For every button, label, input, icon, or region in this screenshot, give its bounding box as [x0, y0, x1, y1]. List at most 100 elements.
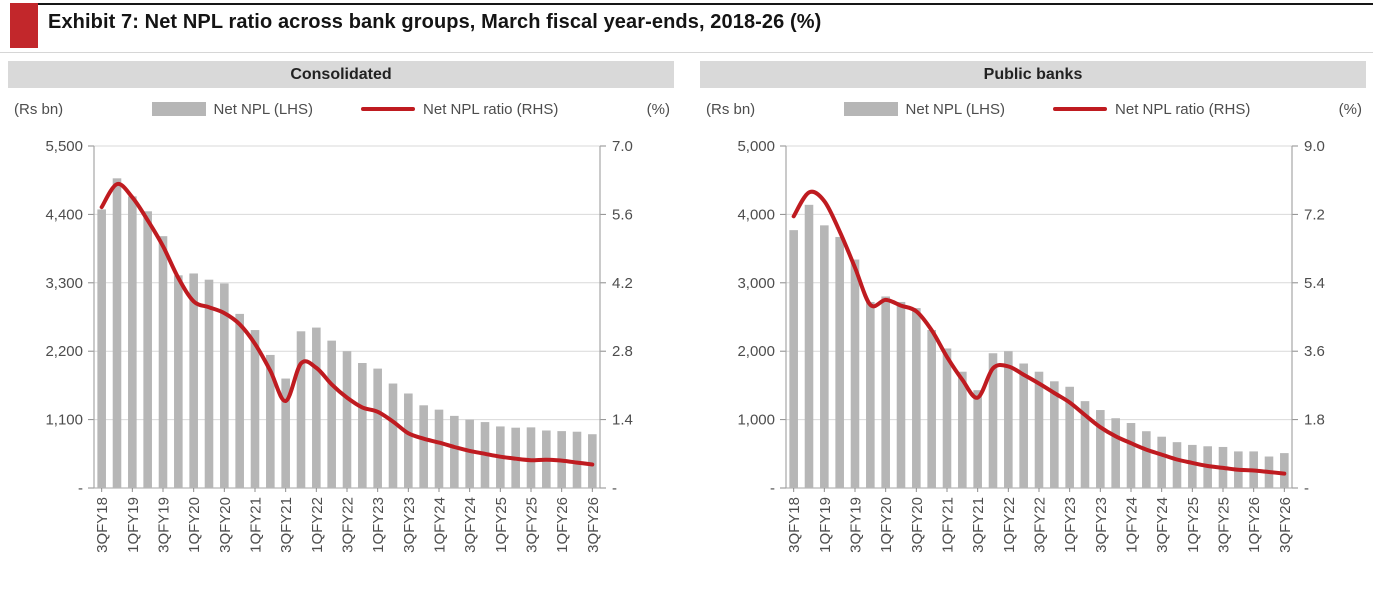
line-swatch-icon	[1053, 107, 1108, 111]
left-axis-tick-label: 2,200	[45, 343, 83, 360]
x-axis-tick-label: 3QFY20	[217, 497, 234, 553]
net-npl-bar	[434, 409, 444, 488]
net-npl-bar	[942, 348, 952, 488]
net-npl-bar	[1080, 401, 1090, 488]
x-axis-tick-label: 3QFY19	[848, 497, 865, 553]
chart-panels: Consolidated (Rs bn) Net NPL (LHS) Net N…	[0, 53, 1373, 578]
net-npl-ratio-line	[99, 181, 595, 467]
net-npl-bar	[97, 209, 106, 488]
net-npl-bar	[958, 371, 967, 488]
net-npl-bar	[1157, 436, 1166, 488]
x-axis-tick-label: 1QFY25	[493, 497, 510, 553]
net-npl-bar	[1280, 453, 1289, 488]
line-swatch-icon	[361, 107, 416, 111]
net-npl-bar	[342, 351, 352, 488]
net-npl-bar	[1142, 431, 1151, 488]
net-npl-bar	[789, 230, 798, 488]
right-axis-unit: (%)	[646, 100, 670, 118]
left-axis-tick-label: 3,000	[737, 275, 775, 292]
x-axis-tick-label: 1QFY22	[309, 497, 326, 553]
left-axis-unit: (Rs bn)	[14, 100, 64, 118]
x-axis-tick-label: 1QFY25	[1185, 497, 1202, 553]
panel-title: Public banks	[700, 61, 1366, 88]
x-axis-tick-label: 3QFY26	[585, 497, 602, 553]
x-axis-tick-label: 3QFY22	[1032, 497, 1049, 553]
legend-item-line: Net NPL ratio (RHS)	[1053, 101, 1250, 118]
x-axis-tick-label: 1QFY20	[878, 497, 895, 553]
left-axis-tick-label: 2,000	[737, 343, 775, 360]
exhibit-title: Exhibit 7: Net NPL ratio across bank gro…	[48, 11, 822, 33]
x-axis-tick-label: 3QFY18	[786, 497, 803, 553]
line-legend-label: Net NPL ratio (RHS)	[1115, 100, 1251, 118]
right-axis-tick-label: 1.8	[1304, 412, 1325, 429]
left-axis-tick-label: 1,000	[737, 412, 775, 429]
x-axis-tick-label: 1QFY24	[1124, 497, 1141, 553]
net-npl-bar	[1096, 410, 1105, 488]
net-npl-bar	[235, 313, 244, 488]
x-axis-tick-label: 1QFY21	[248, 497, 265, 553]
left-axis-tick-label: 5,000	[737, 138, 775, 155]
x-axis-tick-label: 1QFY23	[1062, 497, 1079, 553]
x-axis-tick-label: 3QFY24	[1154, 497, 1171, 553]
net-npl-bar	[820, 225, 829, 488]
right-axis-tick-label: -	[1304, 480, 1309, 497]
right-axis-tick-label: 7.0	[612, 138, 633, 155]
net-npl-bar	[850, 259, 860, 488]
net-npl-bar	[1050, 381, 1059, 488]
x-axis-tick-label: 3QFY25	[1216, 497, 1233, 553]
net-npl-bar	[1172, 442, 1182, 488]
chart-consolidated: 5,500 7.0 4,400 5.6 3,300 4.2 2,200 2.8 1,100 1.4…	[45, 138, 633, 553]
net-npl-bar	[1065, 386, 1074, 488]
net-npl-bar	[1111, 418, 1120, 488]
bar-legend-label: Net NPL (LHS)	[213, 100, 314, 118]
net-npl-bar	[204, 279, 214, 488]
net-npl-bar	[881, 296, 890, 488]
exhibit-header: Exhibit 7: Net NPL ratio across bank gro…	[0, 0, 1373, 52]
legend-item-bar: Net NPL (LHS)	[151, 100, 314, 118]
net-npl-bar	[588, 434, 597, 488]
right-axis-tick-label: 1.4	[612, 412, 633, 429]
net-npl-bar	[896, 301, 906, 488]
exhibit-accent-block	[10, 3, 38, 48]
net-npl-bar	[1019, 363, 1028, 488]
net-npl-bar	[450, 415, 459, 488]
line-legend-label: Net NPL ratio (RHS)	[423, 100, 559, 118]
right-axis-tick-label: -	[612, 480, 617, 497]
x-axis-tick-label: 1QFY21	[940, 497, 957, 553]
net-npl-bar	[1126, 423, 1136, 488]
left-axis-unit: (Rs bn)	[706, 100, 756, 118]
net-npl-bar	[927, 329, 936, 488]
net-npl-bar	[388, 383, 398, 488]
bar-swatch-icon	[151, 102, 206, 116]
net-npl-bar	[866, 301, 875, 488]
net-npl-bar	[112, 178, 122, 489]
net-npl-bar	[281, 378, 290, 488]
net-npl-bar	[250, 330, 260, 488]
net-npl-bar	[358, 363, 367, 488]
x-axis-tick-label: 1QFY19	[125, 497, 142, 553]
x-axis-tick-label: 3QFY18	[94, 497, 111, 553]
net-npl-ratio-line	[791, 189, 1287, 476]
net-npl-bar	[189, 273, 198, 488]
net-npl-bar	[312, 327, 321, 488]
net-npl-bar	[327, 340, 336, 488]
left-axis-tick-label: 4,000	[737, 206, 775, 223]
x-axis-tick-label: 1QFY20	[186, 497, 203, 553]
net-npl-bar	[1004, 351, 1013, 488]
left-axis-tick-label: 1,100	[45, 412, 83, 429]
x-axis-tick-label: 3QFY23	[401, 497, 418, 553]
right-axis-tick-label: 5.4	[1304, 275, 1325, 292]
net-npl-bar	[143, 211, 152, 489]
x-axis-tick-label: 3QFY21	[278, 497, 295, 553]
right-axis-tick-label: 5.6	[612, 206, 633, 223]
x-axis-tick-label: 1QFY22	[1001, 497, 1018, 553]
chart-legend: (Rs bn) Net NPL (LHS) Net NPL ratio (RHS…	[700, 94, 1366, 124]
right-axis-tick-label: 2.8	[612, 343, 633, 360]
chart-public-banks: 5,000 9.0 4,000 7.2 3,000 5.4 2,000 3.6 1,000 1.8…	[737, 138, 1325, 553]
bar-legend-label: Net NPL (LHS)	[905, 100, 1006, 118]
net-npl-bar	[835, 236, 844, 488]
net-npl-bar	[373, 368, 382, 488]
net-npl-bar	[804, 204, 814, 488]
net-npl-bar	[912, 308, 921, 488]
x-axis-tick-label: 3QFY24	[462, 497, 479, 553]
